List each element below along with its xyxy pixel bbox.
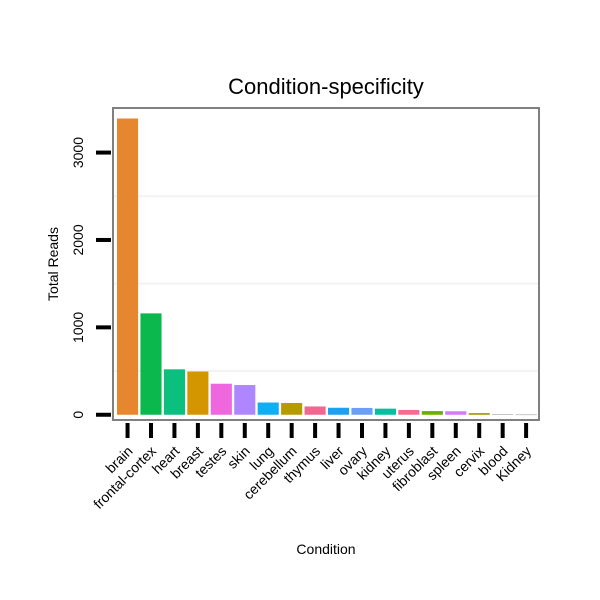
bar-fibroblast: [421, 411, 443, 415]
bar-brain: [117, 118, 139, 415]
y-tick-label: 3000: [70, 137, 86, 168]
y-axis: 0 1000 2000 3000: [70, 137, 111, 419]
bar-uterus: [398, 409, 420, 415]
bar-lung: [257, 402, 279, 415]
bar-cervix: [468, 413, 490, 415]
bar-breast: [187, 371, 209, 415]
bar-skin: [234, 385, 256, 415]
bar-testes: [210, 383, 232, 415]
bar-blood: [492, 414, 514, 415]
y-axis-label: Total Reads: [45, 227, 61, 301]
bars: [117, 118, 537, 416]
bar-ovary: [351, 407, 373, 415]
bar-frontal-cortex: [140, 313, 162, 415]
y-tick-label: 0: [70, 411, 86, 419]
bar-thymus: [304, 406, 326, 415]
bar-heart: [163, 369, 185, 415]
y-tick-label: 2000: [70, 224, 86, 255]
y-tick-label: 1000: [70, 312, 86, 343]
bar-spleen: [445, 411, 467, 415]
bar-kidney: [374, 408, 396, 415]
bar-liver: [328, 407, 350, 415]
plot-frame: [112, 107, 540, 421]
chart-title: Condition-specificity: [228, 74, 424, 99]
x-axis-label: Condition: [296, 541, 355, 557]
bar-kidney: [515, 414, 537, 416]
bar-cerebellum: [281, 402, 303, 415]
